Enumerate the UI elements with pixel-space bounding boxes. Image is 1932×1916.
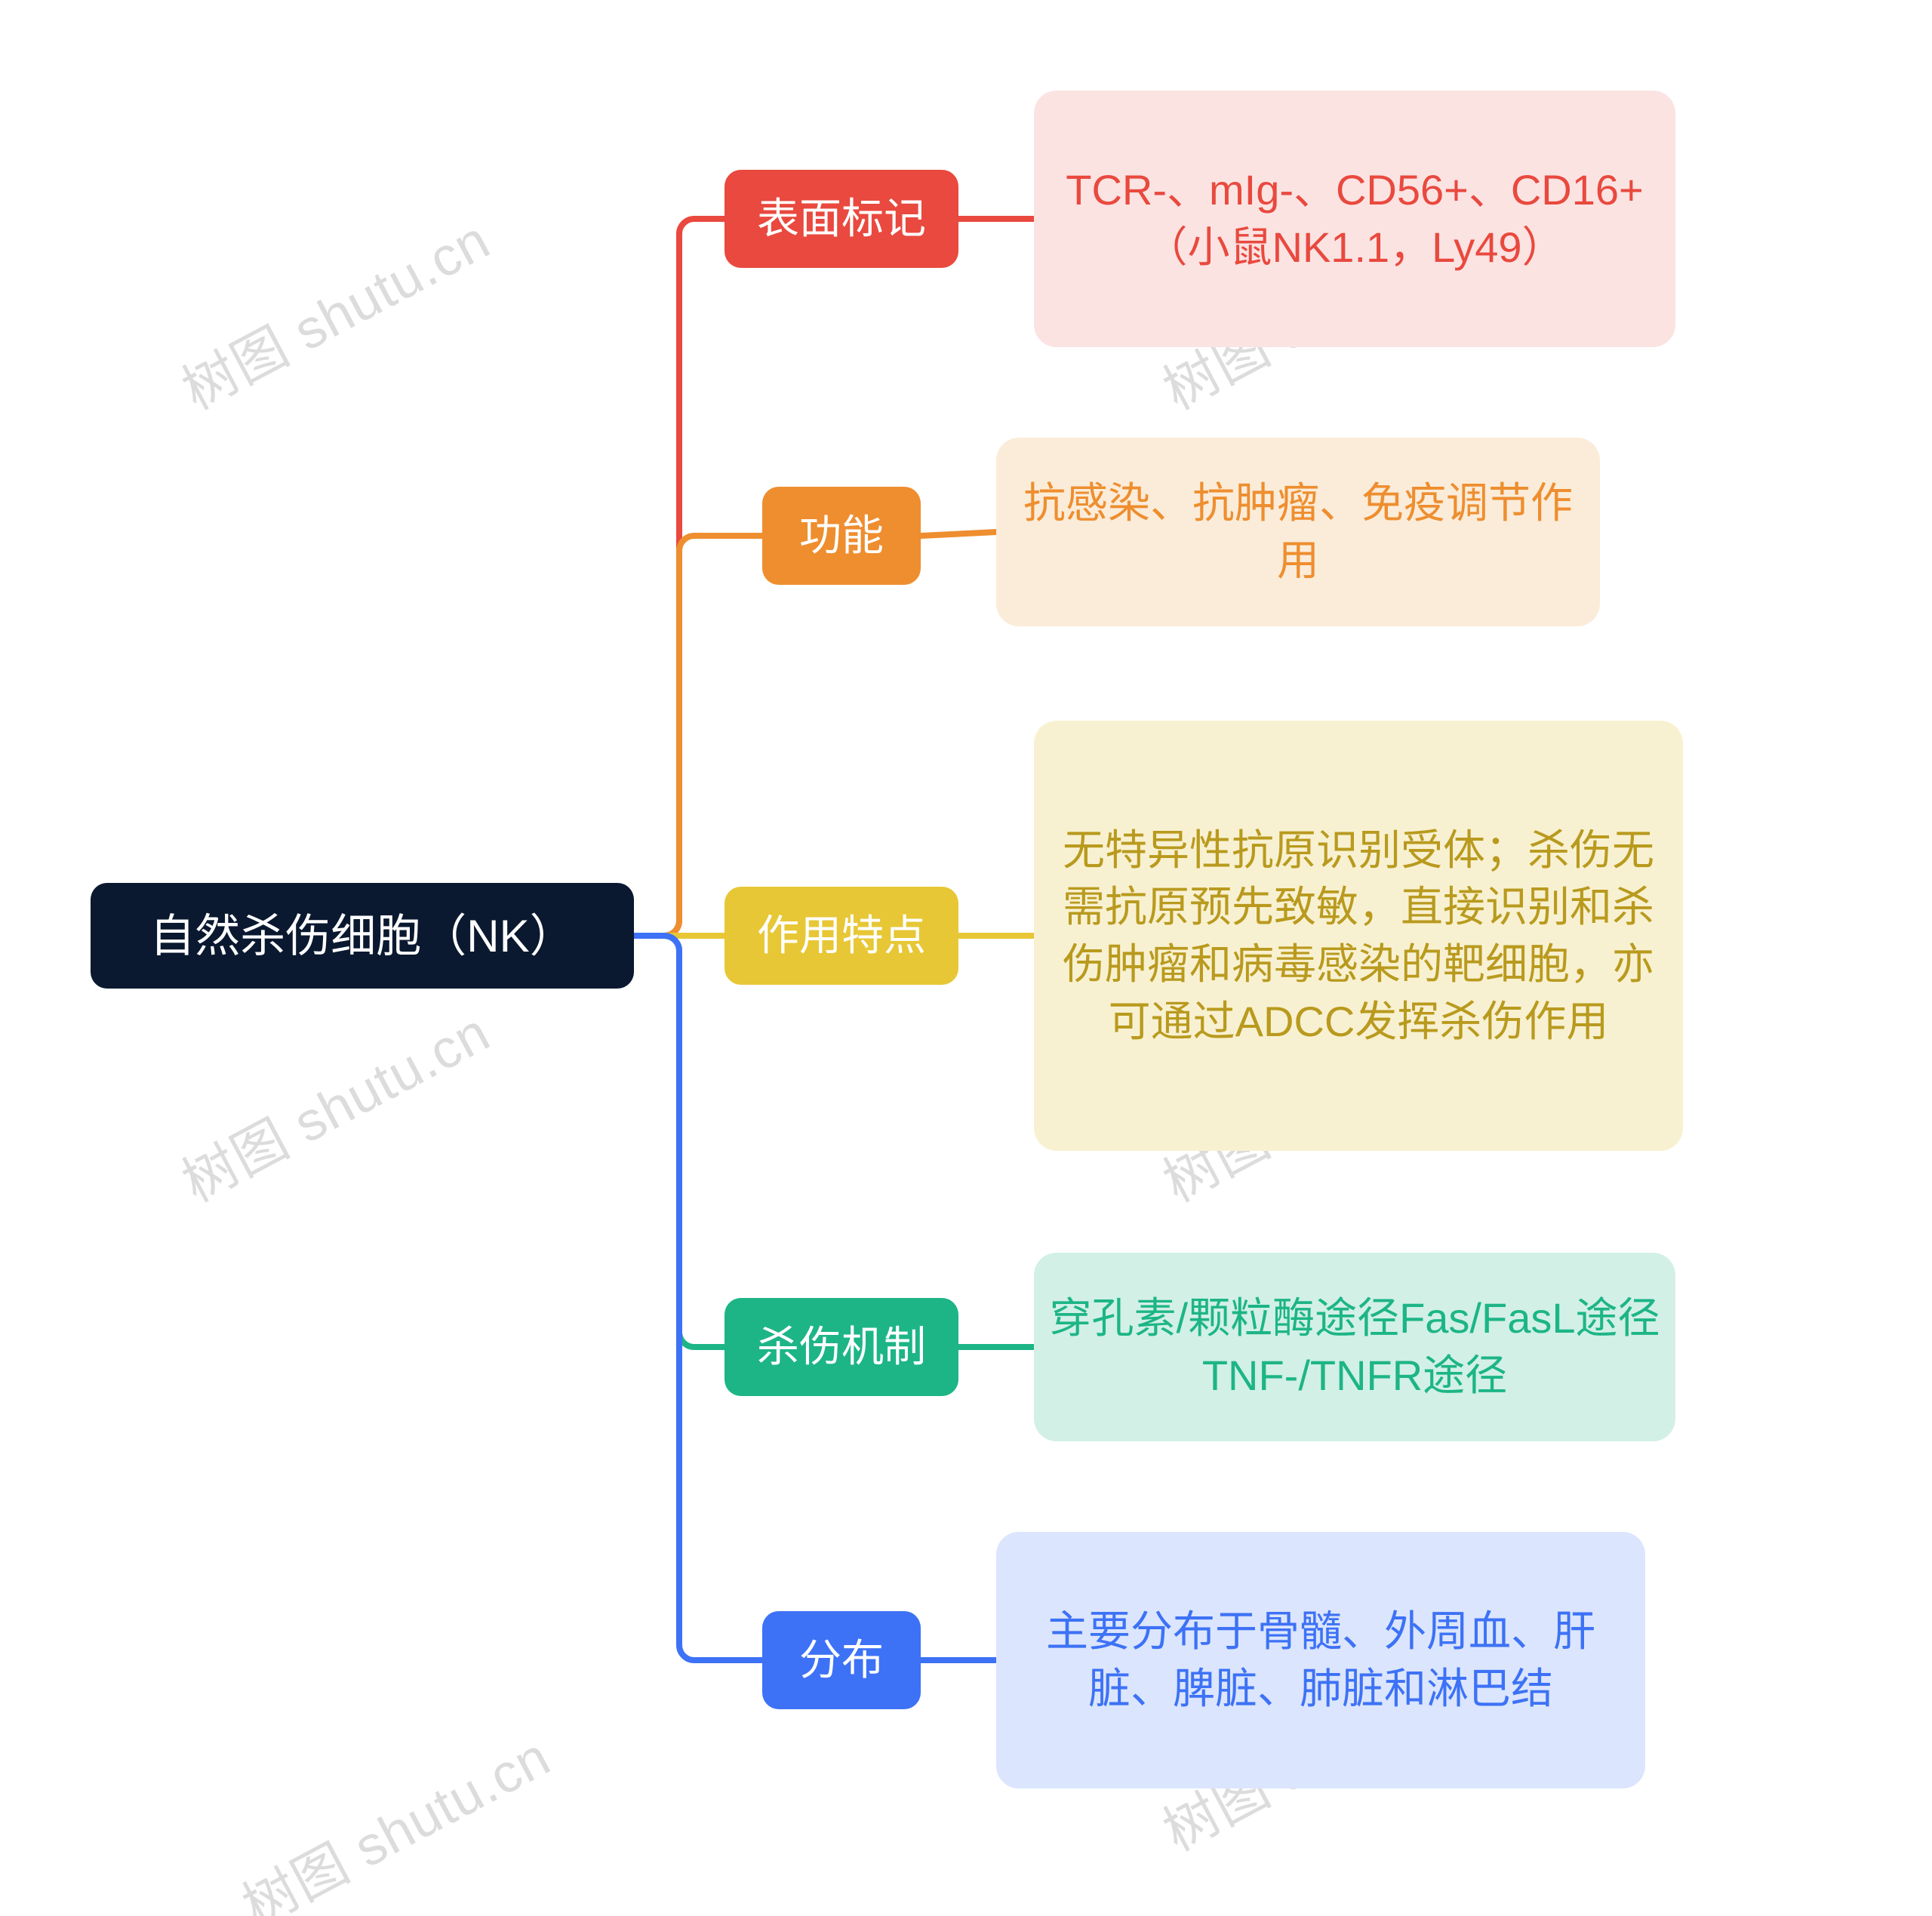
watermark: 树图 shutu.cn [226,1713,561,1916]
branch-node-characteristics: 作用特点 [724,887,958,985]
root-node: 自然杀伤细胞（NK） [91,883,634,989]
leaf-node-function: 抗感染、抗肿瘤、免疫调节作用 [996,438,1600,626]
branch-node-kill-mechanism: 杀伤机制 [724,1298,958,1396]
branch-node-distribution: 分布 [762,1611,921,1709]
branch-node-function: 功能 [762,487,921,585]
leaf-node-surface-markers: TCR-、mIg-、CD56+、CD16+（小鼠NK1.1，Ly49） [1034,91,1675,347]
watermark: 树图 shutu.cn [166,196,501,425]
leaf-node-characteristics: 无特异性抗原识别受体；杀伤无需抗原预先致敏，直接识别和杀伤肿瘤和病毒感染的靶细胞… [1034,721,1683,1151]
mindmap-canvas: 树图 shutu.cn 树图 shutu.cn 树图 shutu.cn 树图 s… [0,0,1932,1916]
branch-node-surface-markers: 表面标记 [724,170,958,268]
leaf-node-kill-mechanism: 穿孔素/颗粒酶途径Fas/FasL途径TNF-/TNFR途径 [1034,1253,1675,1441]
watermark: 树图 shutu.cn [166,989,501,1217]
leaf-node-distribution: 主要分布于骨髓、外周血、肝脏、脾脏、肺脏和淋巴结 [996,1532,1645,1788]
